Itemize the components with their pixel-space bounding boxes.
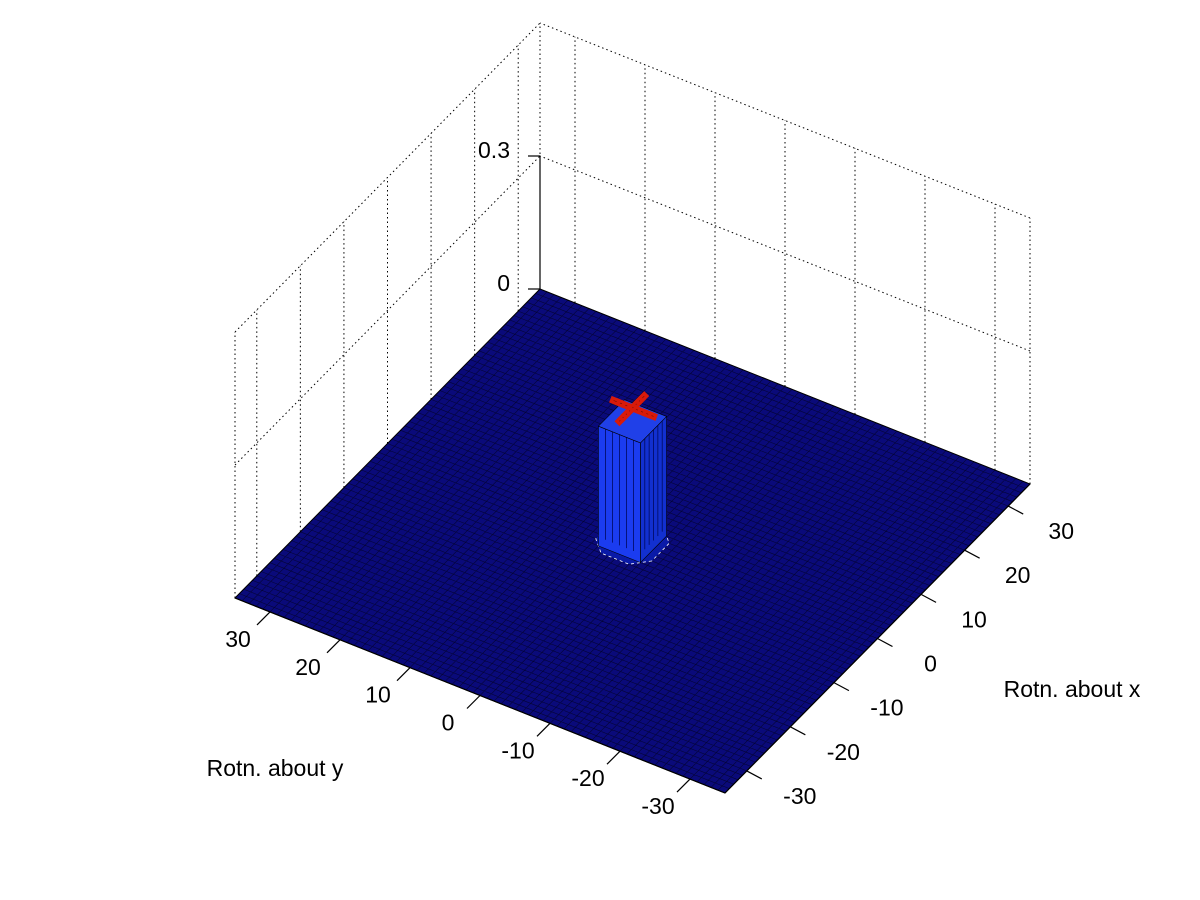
z-tick-label: 0.3 [478, 137, 510, 163]
x-tick-label: 20 [295, 654, 321, 680]
z-tick-label: 0 [497, 270, 510, 296]
y-tick-mark [1007, 505, 1024, 515]
y-tick-label: -20 [827, 739, 860, 765]
y-tick-label: 30 [1048, 518, 1074, 544]
y-tick-mark [833, 682, 850, 692]
peak-layer [595, 391, 670, 565]
y-tick-mark [877, 637, 893, 648]
x-tick-mark [466, 695, 481, 709]
y-tick-label: 10 [961, 606, 987, 632]
x-tick-mark [256, 611, 271, 626]
y-axis-title: Rotn. about x [1004, 676, 1141, 702]
x-axis-title: Rotn. about y [207, 755, 344, 781]
peak-top [597, 399, 668, 444]
x-tick-label: 10 [365, 682, 391, 708]
y-tick-mark [964, 549, 980, 559]
x-tick-label: -10 [501, 737, 534, 763]
grid-line-horizontal [234, 22, 541, 333]
x-tick-mark [606, 750, 621, 765]
x-tick-mark [326, 639, 341, 654]
y-tick-label: 0 [924, 651, 937, 677]
x-tick-label: -30 [641, 793, 674, 819]
x-tick-mark [676, 778, 691, 793]
x-tick-label: -20 [571, 765, 604, 791]
x-tick-mark [396, 667, 411, 682]
peak-ridge-x-edge [613, 400, 617, 403]
y-tick-label: 20 [1005, 562, 1031, 588]
grid-line-horizontal [234, 155, 541, 466]
peak-ridge-y-edge [642, 395, 645, 399]
x-tick-mark [536, 722, 551, 737]
y-tick-label: -30 [783, 783, 816, 809]
x-tick-label: 30 [225, 626, 251, 652]
x-tick-label: 0 [442, 710, 455, 736]
y-tick-mark [920, 593, 937, 603]
axis-layer: 30 20 10 0 -10 -20 -30 -30 -20 -10 0 10 20 30 0 0.3 [225, 137, 1074, 819]
y-tick-label: -10 [870, 695, 903, 721]
y-tick-mark [746, 770, 763, 780]
y-tick-mark [790, 726, 806, 736]
